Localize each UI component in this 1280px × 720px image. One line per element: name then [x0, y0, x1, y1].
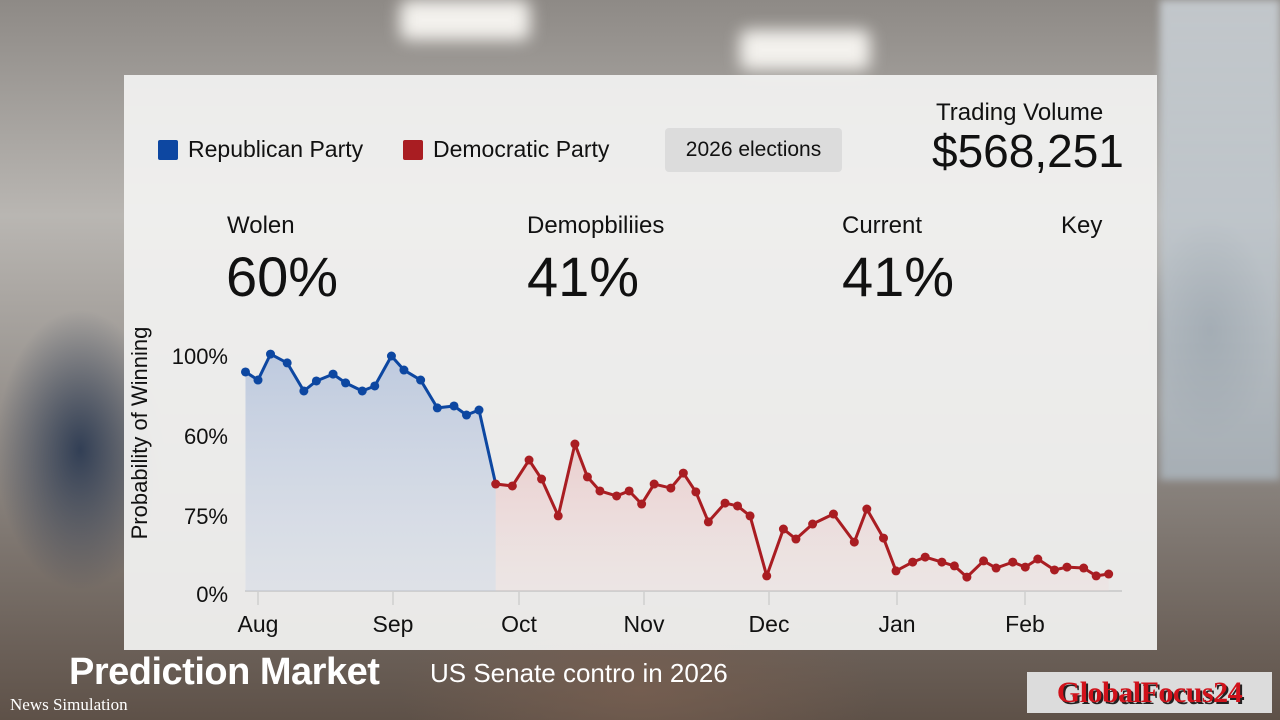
republican-area: [245, 354, 496, 591]
democratic-point: [849, 537, 859, 547]
republican-point: [432, 403, 442, 413]
x-tick-label: Oct: [501, 611, 537, 637]
democratic-point: [733, 501, 743, 511]
republican-point: [266, 349, 276, 359]
democratic-point: [570, 439, 580, 449]
elections-tag[interactable]: 2026 elections: [665, 128, 842, 172]
caption-subtitle: US Senate contro in 2026: [430, 658, 728, 688]
republican-point: [399, 365, 409, 375]
stat-value: 60%: [226, 245, 339, 308]
democratic-point: [582, 472, 592, 482]
democratic-point: [678, 468, 688, 478]
democratic-point: [637, 499, 647, 509]
democratic-point: [762, 571, 772, 581]
background-light: [400, 0, 530, 40]
democratic-point: [703, 517, 713, 527]
x-tick-label: Dec: [749, 611, 790, 637]
democratic-point: [1020, 562, 1030, 572]
republican-point: [370, 381, 380, 391]
democratic-point: [1049, 565, 1059, 575]
democratic-point: [624, 486, 634, 496]
democratic-area: [495, 444, 1109, 591]
y-tick-label: 60%: [184, 424, 228, 449]
stat-label: Demopbiliies: [527, 212, 665, 239]
democratic-point: [1008, 557, 1018, 567]
democratic-point: [1033, 554, 1043, 564]
democratic-point: [949, 561, 959, 571]
democratic-point: [507, 481, 517, 491]
democratic-point: [1062, 562, 1072, 572]
democratic-point: [1091, 571, 1101, 581]
democratic-point: [691, 487, 701, 497]
stat-label: Current: [842, 212, 923, 239]
democratic-point: [553, 511, 563, 521]
democratic-point: [962, 572, 972, 582]
democratic-point: [920, 552, 930, 562]
democratic-point: [524, 455, 534, 465]
republican-point: [462, 410, 471, 420]
republican-point: [253, 375, 263, 385]
x-tick-label: Feb: [1005, 611, 1045, 637]
logo-text: GlobalFocus24: [1056, 675, 1243, 709]
stat-label: Key: [1061, 212, 1103, 239]
republican-point: [386, 351, 396, 361]
x-tick-label: Nov: [624, 611, 665, 637]
trading-volume-label: Trading Volume: [936, 99, 1104, 126]
legend-label-democratic: Democratic Party: [433, 136, 610, 162]
democratic-point: [791, 534, 801, 544]
democratic-point: [778, 524, 788, 534]
democratic-point: [537, 474, 547, 484]
x-tick-label: Aug: [238, 611, 279, 637]
democratic-point: [808, 519, 818, 529]
democratic-point: [649, 479, 659, 489]
republican-point: [416, 375, 426, 385]
stat-value: 41%: [527, 245, 640, 308]
logo: GlobalFocus24: [1027, 672, 1272, 713]
y-tick-label: 100%: [172, 344, 228, 369]
republican-point: [341, 378, 351, 388]
democratic-point: [1104, 569, 1114, 579]
democratic-point: [991, 563, 1001, 573]
republican-point: [282, 358, 292, 368]
democratic-point: [862, 504, 872, 514]
democratic-point: [937, 557, 947, 567]
legend-swatch-democratic: [403, 140, 423, 160]
stat-label: Wolen: [227, 212, 295, 239]
trading-volume-value: $568,251: [932, 125, 1124, 177]
legend-swatch-republican: [158, 140, 178, 160]
y-tick-label: 75%: [184, 504, 228, 529]
democratic-point: [979, 556, 989, 566]
democratic-point: [666, 483, 676, 493]
republican-point: [357, 386, 367, 396]
democratic-point: [595, 486, 605, 496]
y-tick-label: 0%: [196, 582, 228, 607]
caption-title: Prediction Market: [69, 651, 380, 693]
democratic-point: [1079, 563, 1089, 573]
stat-value: 41%: [842, 245, 955, 308]
democratic-point: [720, 498, 730, 508]
democratic-point: [491, 479, 501, 489]
republican-point: [328, 369, 338, 379]
democratic-point: [879, 533, 888, 543]
democratic-point: [908, 557, 918, 567]
democratic-point: [891, 566, 901, 576]
x-tick-label: Jan: [878, 611, 915, 637]
background-window: [1160, 0, 1280, 480]
legend-label-republican: Republican Party: [188, 136, 364, 162]
credit-text: News Simulation: [10, 695, 128, 714]
republican-point: [449, 401, 459, 411]
democratic-point: [828, 509, 838, 519]
republican-point: [474, 405, 484, 415]
republican-point: [240, 367, 250, 377]
x-tick-label: Sep: [373, 611, 414, 637]
democratic-point: [612, 491, 622, 501]
democratic-point: [745, 511, 755, 521]
republican-point: [311, 376, 321, 386]
background-light: [740, 30, 870, 70]
republican-point: [299, 386, 309, 396]
